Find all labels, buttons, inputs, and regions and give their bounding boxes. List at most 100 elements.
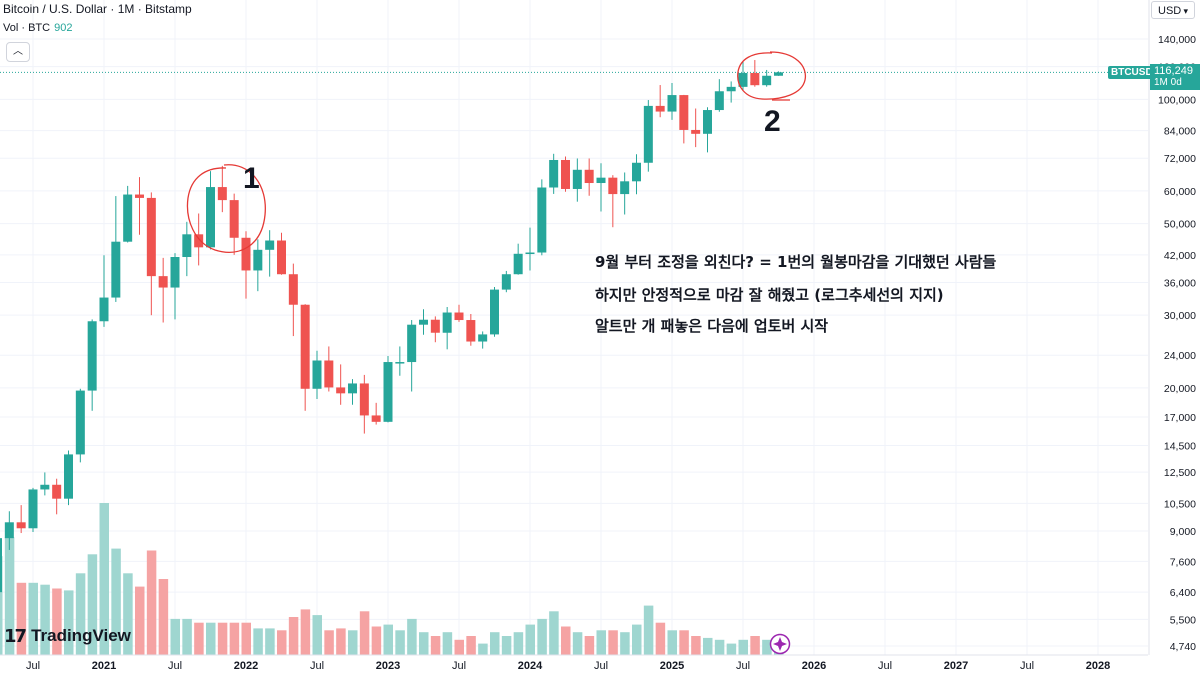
- price-tick-label: 6,400: [1170, 587, 1196, 599]
- volume-bar: [513, 632, 524, 655]
- candle-body: [679, 95, 689, 130]
- candle-body: [111, 241, 121, 298]
- volume-bar: [16, 582, 27, 655]
- volume-bar: [75, 573, 86, 655]
- time-tick-label: Jul: [310, 660, 324, 672]
- candle-body: [265, 240, 275, 250]
- price-tick-label: 50,000: [1164, 219, 1196, 231]
- candle-body: [336, 387, 346, 394]
- volume-bar: [549, 611, 559, 655]
- volume-bars: [0, 503, 784, 655]
- candle-body: [714, 91, 724, 111]
- volume-bar: [762, 639, 772, 655]
- volume-bar: [501, 636, 512, 655]
- candle-body: [608, 177, 618, 195]
- time-tick-label: Jul: [878, 660, 892, 672]
- volume-bar: [277, 630, 287, 655]
- annotation-number-2: 2: [764, 105, 781, 138]
- candle-body: [241, 237, 251, 271]
- candle-body: [525, 252, 535, 255]
- candle-body: [182, 234, 192, 258]
- candle-body: [40, 484, 50, 490]
- volume-bar: [691, 636, 701, 655]
- price-tick-label: 36,000: [1164, 277, 1196, 289]
- volume-bar: [537, 618, 547, 655]
- annotation-line-3: 알트만 개 패놓은 다음에 업토버 시작: [595, 317, 829, 335]
- tradingview-logo[interactable]: 17 TradingView: [4, 625, 131, 647]
- volume-bar: [241, 622, 251, 655]
- price-tick-label: 10,500: [1164, 498, 1196, 510]
- volume-bar: [52, 588, 62, 655]
- candle-body: [64, 454, 73, 499]
- candle-body: [0, 538, 2, 593]
- volume-bar: [608, 630, 618, 655]
- tradingview-logo-icon: 17: [4, 625, 27, 647]
- volume-bar: [714, 639, 725, 655]
- candle-body: [537, 187, 547, 253]
- volume-bar: [430, 636, 441, 655]
- annotation-drawings: [186, 51, 807, 253]
- symbol-price-tag: BTCUSD: [1108, 66, 1156, 79]
- time-tick-label: Jul: [452, 660, 466, 672]
- volume-bar: [655, 622, 666, 655]
- price-axis: 140,000120,000100,00084,00072,00060,0005…: [1148, 0, 1200, 673]
- candle-body: [561, 159, 570, 189]
- price-tick-label: 42,000: [1164, 250, 1196, 262]
- volume-bar: [288, 617, 299, 655]
- time-tick-label: Jul: [168, 660, 182, 672]
- price-tick-label: 72,000: [1164, 153, 1196, 165]
- candle-body: [123, 194, 133, 242]
- volume-bar: [632, 624, 642, 655]
- volume-bar: [336, 628, 346, 655]
- candle-body: [454, 312, 464, 321]
- candle-body: [667, 95, 677, 112]
- currency-selector[interactable]: USD ▾: [1151, 1, 1195, 19]
- candle-body: [774, 72, 783, 76]
- volume-bar: [395, 630, 405, 655]
- price-tick-label: 12,500: [1164, 467, 1196, 479]
- price-tick-label: 100,000: [1158, 94, 1196, 106]
- candle-body: [490, 289, 499, 335]
- volume-bar: [135, 586, 145, 655]
- candle-body: [16, 522, 26, 529]
- time-tick-label: 2025: [660, 660, 684, 672]
- chevron-up-icon[interactable]: ︿: [6, 42, 30, 62]
- candles: [0, 60, 1148, 593]
- volume-bar: [643, 605, 654, 655]
- volume-bar: [620, 632, 630, 655]
- volume-bar: [454, 639, 464, 655]
- volume-bar: [64, 590, 74, 655]
- annotation-line-1: 9월 부터 조정을 외친다? = 1번의 월봉마감을 기대했던 사람들: [595, 253, 997, 271]
- annotation-circle-2: [737, 51, 807, 100]
- price-tick-label: 4,740: [1170, 641, 1196, 653]
- candle-body: [442, 312, 452, 333]
- price-tick-label: 84,000: [1164, 126, 1196, 138]
- volume-bar: [194, 622, 204, 655]
- candle-body: [383, 362, 393, 422]
- candle-body: [135, 194, 144, 198]
- candle-body: [643, 105, 653, 163]
- candle-body: [620, 181, 630, 195]
- candle-body: [572, 169, 582, 189]
- annotation-circle-1: [186, 164, 266, 253]
- price-tick-label: 9,000: [1170, 526, 1196, 538]
- volume-bar: [561, 626, 571, 655]
- volume-bar: [312, 615, 322, 655]
- candle-body: [478, 334, 488, 342]
- candle-body: [99, 297, 109, 322]
- volume-bar: [229, 622, 240, 655]
- symbol-title[interactable]: Bitcoin / U.S. Dollar · 1M · Bitstamp: [3, 2, 192, 16]
- candle-body: [762, 75, 772, 86]
- candle-body: [738, 73, 748, 87]
- volume-bar: [206, 622, 216, 655]
- candle-body: [229, 200, 239, 238]
- candle-body: [466, 320, 476, 342]
- time-tick-label: 2021: [92, 660, 116, 672]
- volume-bar: [738, 639, 748, 655]
- price-tick-label: 14,500: [1164, 441, 1196, 453]
- candle-body: [359, 383, 369, 416]
- candle-body: [206, 187, 215, 248]
- sparkle-icon[interactable]: [769, 633, 791, 655]
- volume-bar: [217, 622, 228, 655]
